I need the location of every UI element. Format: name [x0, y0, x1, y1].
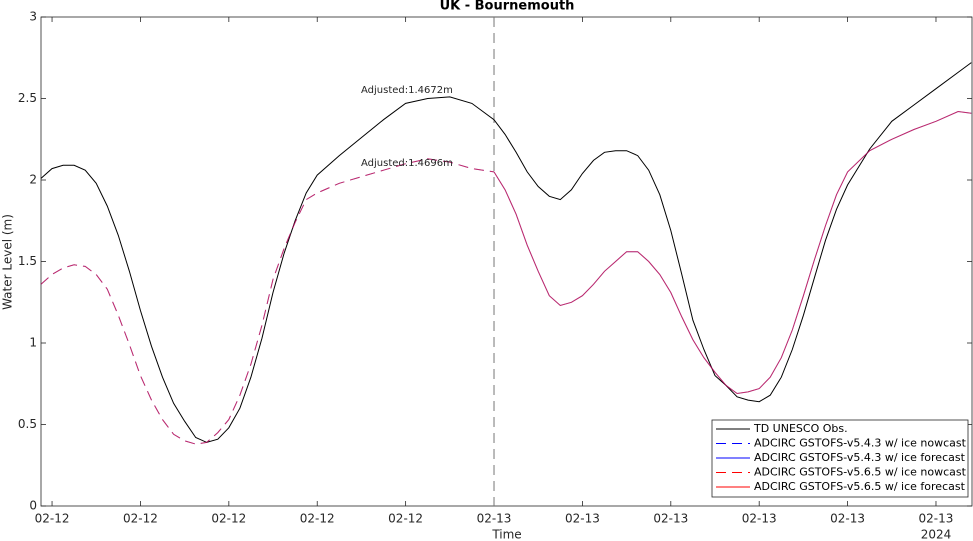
y-tick-label: 2.5: [18, 91, 37, 105]
annotation: Adjusted:1.4696m: [361, 158, 453, 169]
y-tick-label: 0: [29, 499, 37, 513]
legend: TD UNESCO Obs. ADCIRC GSTOFS-v5.4.3 w/ ic…: [711, 419, 969, 498]
x-tick-label: 02-13: [477, 512, 512, 526]
x-tick-label: 02-12: [388, 512, 423, 526]
legend-label: ADCIRC GSTOFS-v5.6.5 w/ ice nowcast: [754, 466, 967, 479]
x-tick-label: 02-12: [300, 512, 335, 526]
series-line: [40, 62, 972, 443]
x-secondary-label: 2024: [921, 528, 952, 541]
x-tick-label: 02-13: [653, 512, 688, 526]
annotation: Adjusted:1.4672m: [361, 85, 453, 96]
x-tick-label: 02-12: [211, 512, 246, 526]
y-tick-label: 2: [29, 173, 37, 187]
x-tick-label: 02-13: [742, 512, 777, 526]
x-tick-label: 02-13: [830, 512, 865, 526]
x-tick-label: 02-12: [123, 512, 158, 526]
legend-box: [711, 419, 969, 498]
chart-title: UK - Bournemouth: [440, 0, 575, 14]
x-tick-label: 02-12: [35, 512, 70, 526]
y-tick-label: 3: [29, 10, 37, 24]
legend-label: ADCIRC GSTOFS-v5.4.3 w/ ice nowcast: [754, 437, 967, 450]
y-tick-label: 1.5: [18, 254, 37, 268]
x-tick-label: 02-13: [919, 512, 954, 526]
series-line: [40, 158, 495, 445]
y-axis-label: Water Level (m): [1, 214, 15, 310]
legend-label: ADCIRC GSTOFS-v5.4.3 w/ ice forecast: [754, 451, 966, 464]
x-axis-label: Time: [491, 528, 521, 541]
y-tick-label: 0.5: [18, 417, 37, 431]
legend-label: TD UNESCO Obs.: [753, 422, 848, 435]
x-tick-label: 02-13: [565, 512, 600, 526]
y-tick-label: 1: [29, 336, 37, 350]
legend-label: ADCIRC GSTOFS-v5.6.5 w/ ice forecast: [754, 480, 966, 493]
series-line: [493, 110, 972, 395]
